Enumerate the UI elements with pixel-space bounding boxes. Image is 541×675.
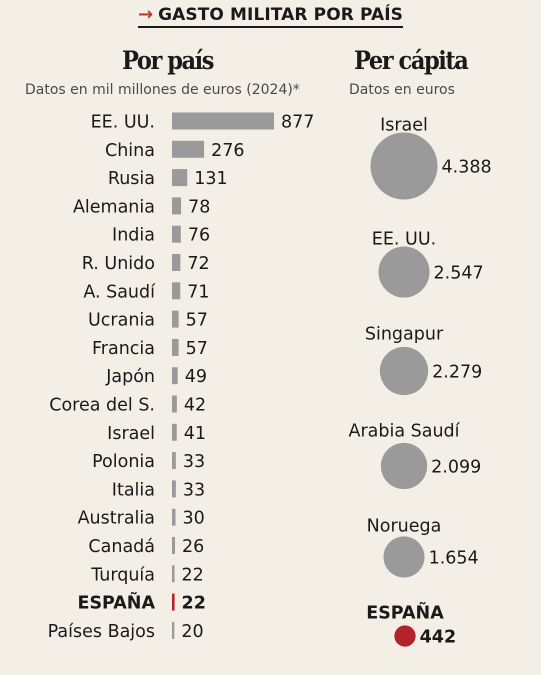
- bar-value-label-ee-uu: 877: [281, 113, 314, 133]
- bar-francia: [172, 338, 179, 356]
- bar-rusia: [172, 169, 188, 187]
- bar-value-label-canada: 26: [182, 537, 204, 557]
- bubble-category-label-espana: ESPAÑA: [366, 601, 444, 624]
- bar-value-label-israel: 41: [184, 424, 206, 444]
- bar-turquia: [172, 565, 175, 583]
- bar-value-label-polonia: 33: [183, 452, 205, 472]
- bar-value-label-alemania: 78: [188, 197, 210, 217]
- bar-japon: [172, 367, 178, 385]
- bar-value-label-a-saudi: 71: [187, 282, 209, 302]
- bar-canada: [172, 537, 176, 554]
- bar-category-label-rusia: Rusia: [108, 169, 155, 189]
- bar-value-label-india: 76: [188, 226, 210, 246]
- bar-a-saudi: [172, 282, 181, 300]
- bar-israel: [172, 423, 177, 441]
- bar-italia: [172, 480, 176, 498]
- bar-value-label-ucrania: 57: [186, 311, 208, 331]
- header-title-group: → GASTO MILITAR POR PAÍS: [137, 4, 403, 28]
- bar-corea-del-s: [172, 395, 177, 413]
- bubble-value-label-singapur: 2.279: [432, 363, 482, 383]
- bubble-noruega: [383, 536, 425, 578]
- bar-category-label-japon: Japón: [105, 367, 155, 387]
- bar-value-label-espana: 22: [182, 594, 206, 614]
- bar-china: [172, 140, 205, 158]
- bubble-category-label-noruega: Noruega: [367, 517, 442, 537]
- bar-ucrania: [172, 310, 179, 328]
- bar-category-label-canada: Canadá: [88, 537, 155, 557]
- bar-category-label-polonia: Polonia: [92, 452, 155, 472]
- bar-polonia: [172, 452, 176, 470]
- main-title: GASTO MILITAR POR PAÍS: [158, 5, 403, 25]
- chart-header: → GASTO MILITAR POR PAÍS: [0, 4, 541, 30]
- bubble-category-label-israel: Israel: [380, 116, 428, 136]
- bar-value-label-paises-bajos: 20: [181, 622, 203, 642]
- bar-r-unido: [172, 254, 181, 271]
- bubble-espana: [394, 625, 416, 647]
- bar-value-label-china: 276: [211, 141, 244, 161]
- bar-category-label-espana: ESPAÑA: [77, 591, 155, 614]
- bar-category-label-corea-del-s: Corea del S.: [49, 396, 155, 416]
- bubble-value-label-espana: 442: [420, 628, 457, 648]
- bar-category-label-francia: Francia: [92, 339, 155, 359]
- arrow-icon: →: [137, 4, 154, 25]
- bubble-ee-uu: [378, 246, 430, 298]
- bar-paises-bajos: [172, 621, 175, 639]
- bar-value-label-australia: 30: [182, 509, 204, 529]
- bar-category-label-alemania: Alemania: [73, 197, 155, 217]
- bar-india: [172, 225, 181, 243]
- bubble-israel: [370, 132, 438, 200]
- bar-alemania: [172, 197, 182, 215]
- left-panel-subtitle: Datos en mil millones de euros (2024)*: [25, 82, 300, 98]
- bar-category-label-china: China: [105, 141, 155, 161]
- bar-category-label-israel: Israel: [107, 424, 155, 444]
- bar-espana: [172, 593, 175, 611]
- bar-value-label-turquia: 22: [182, 565, 204, 585]
- bar-value-label-r-unido: 72: [187, 254, 209, 274]
- bar-value-label-italia: 33: [183, 480, 205, 500]
- bar-australia: [172, 508, 176, 526]
- bar-category-label-a-saudi: A. Saudí: [83, 282, 156, 302]
- bubble-value-label-noruega: 1.654: [429, 549, 479, 569]
- bubble-category-label-ee-uu: EE. UU.: [372, 230, 436, 250]
- bar-value-label-japon: 49: [185, 367, 207, 387]
- right-panel-title: Per cápita: [354, 46, 469, 75]
- bubble-category-label-arabia-saudi: Arabia Saudí: [348, 422, 460, 442]
- bubble-value-label-israel: 4.388: [442, 158, 492, 178]
- bar-category-label-turquia: Turquía: [90, 565, 155, 585]
- bar-category-label-india: India: [112, 226, 155, 246]
- bubble-value-label-ee-uu: 2.547: [434, 264, 484, 284]
- bubble-arabia-saudi: [380, 442, 428, 490]
- bar-category-label-australia: Australia: [78, 509, 155, 529]
- bar-value-label-rusia: 131: [194, 169, 227, 189]
- bubble-singapur: [379, 346, 429, 396]
- bubble-category-label-singapur: Singapur: [365, 325, 444, 345]
- bubble-value-label-arabia-saudi: 2.099: [431, 458, 481, 478]
- bar-category-label-r-unido: R. Unido: [82, 254, 155, 274]
- bar-value-label-corea-del-s: 42: [184, 396, 206, 416]
- bar-category-label-ucrania: Ucrania: [88, 311, 155, 331]
- bar-ee-uu: [172, 112, 274, 130]
- right-panel-subtitle: Datos en euros: [349, 82, 455, 98]
- bar-category-label-paises-bajos: Países Bajos: [48, 622, 155, 642]
- left-panel-title: Por país: [122, 46, 214, 75]
- bar-value-label-francia: 57: [186, 339, 208, 359]
- bar-category-label-italia: Italia: [112, 480, 155, 500]
- bar-category-label-ee-uu: EE. UU.: [91, 113, 155, 133]
